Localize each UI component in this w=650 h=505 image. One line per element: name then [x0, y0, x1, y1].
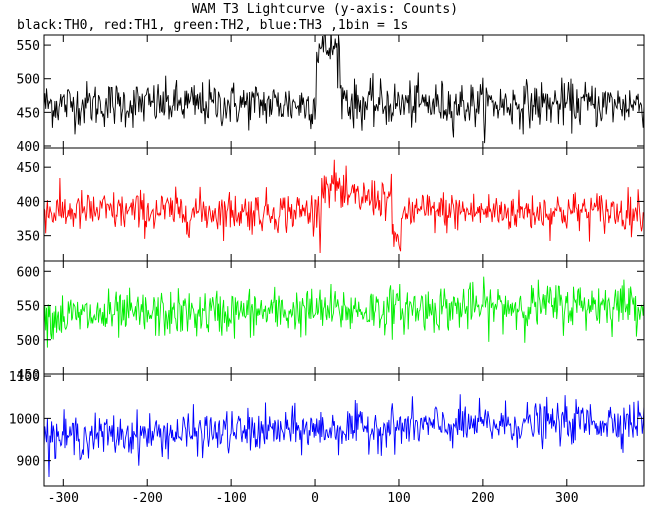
panel-frame: [43, 260, 645, 375]
y-tick-label: 450: [17, 368, 40, 383]
x-tick-label: -300: [48, 491, 79, 505]
y-tick-label: 450: [17, 106, 40, 121]
panel-frame: [43, 147, 645, 262]
x-tick-label: -100: [215, 491, 246, 505]
y-tick-label: 600: [17, 265, 40, 280]
y-tick-label: 400: [17, 195, 40, 210]
x-tick-label: 0: [311, 491, 319, 505]
x-tick-label: 200: [471, 491, 494, 505]
panel-th1: 350 400 450: [17, 147, 645, 262]
panel-frame: [43, 373, 645, 487]
chart-title: WAM T3 Lightcurve (y-axis: Counts): [191, 2, 459, 17]
panel-th2: 450 500 550 600: [17, 260, 645, 383]
panel-th0: 400 450 500 550: [17, 34, 645, 155]
y-tick-label: 500: [17, 334, 40, 349]
panel-th3: 900 1000 1100: [9, 370, 645, 487]
series-th1: [44, 159, 644, 254]
x-tick-label: 100: [387, 491, 410, 505]
chart-subtitle: black:TH0, red:TH1, green:TH2, blue:TH3 …: [17, 18, 409, 33]
y-tick-label: 500: [17, 73, 40, 88]
y-tick-label: 450: [17, 161, 40, 176]
y-tick-label: 900: [17, 455, 40, 470]
y-tick-label: 400: [17, 140, 40, 155]
series-th2: [44, 276, 644, 348]
y-tick-label: 550: [17, 300, 40, 315]
y-tick-label: 1100: [9, 370, 40, 385]
y-tick-label: 550: [17, 39, 40, 54]
x-tick-label: 300: [555, 491, 578, 505]
y-tick-label: 350: [17, 230, 40, 245]
x-tick-label: -200: [132, 491, 163, 505]
series-th0: [44, 35, 644, 144]
series-th3: [44, 394, 644, 478]
y-tick-label: 1000: [9, 412, 40, 427]
